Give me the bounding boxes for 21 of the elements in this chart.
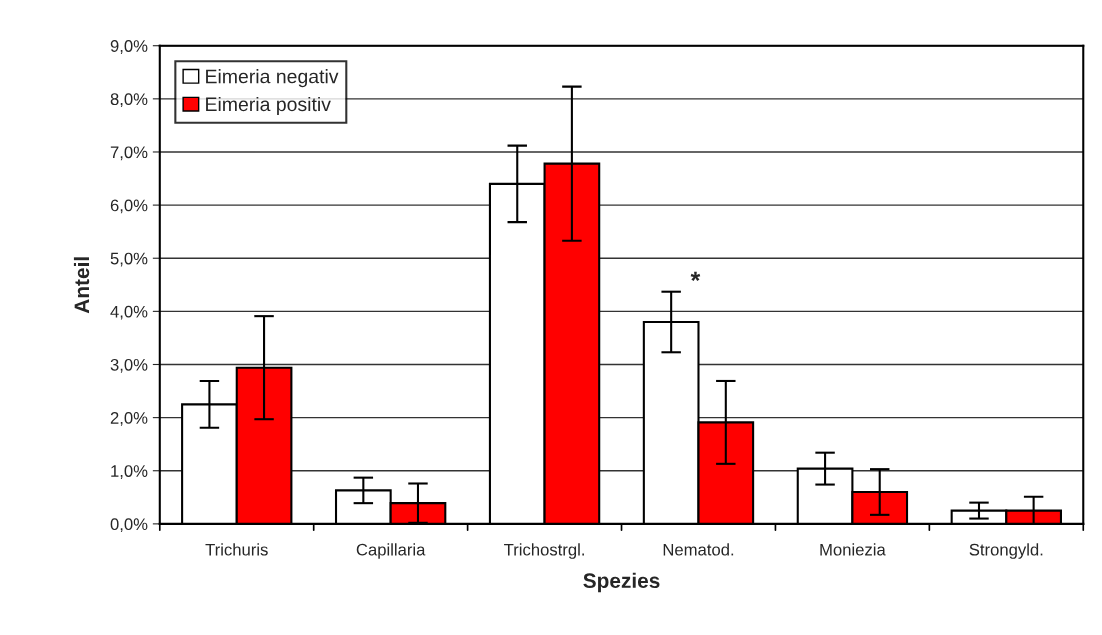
annotation: * <box>690 271 701 281</box>
x-tick-label: Trichostrgl. <box>504 543 584 559</box>
legend-label: Eimeria positiv <box>206 96 331 116</box>
y-tick-label: 8,0% <box>110 93 148 108</box>
y-tick-label: 5,0% <box>110 252 148 267</box>
legend-label: Eimeria negativ <box>206 69 339 88</box>
y-tick-label: 3,0% <box>110 358 148 373</box>
x-tick-label: Strongyld. <box>969 543 1043 559</box>
y-tick-label: 4,0% <box>110 305 148 320</box>
y-tick-label: 1,0% <box>111 465 148 479</box>
y-tick-label: 0,0% <box>110 518 148 533</box>
y-tick-label: 2,0% <box>110 412 148 426</box>
y-axis-title: Anteil <box>73 257 90 314</box>
y-tick-label: 7,0% <box>110 146 148 161</box>
x-tick-label: Capillaria <box>356 543 426 559</box>
x-tick-label: Nematod. <box>663 543 734 556</box>
x-tick-label: Trichuris <box>205 543 268 556</box>
y-tick-label: 6,0% <box>110 199 148 214</box>
y-tick-label: 9,0% <box>110 40 148 54</box>
x-axis-title: Spezies <box>583 572 660 593</box>
x-tick-label: Moniezia <box>820 543 886 556</box>
